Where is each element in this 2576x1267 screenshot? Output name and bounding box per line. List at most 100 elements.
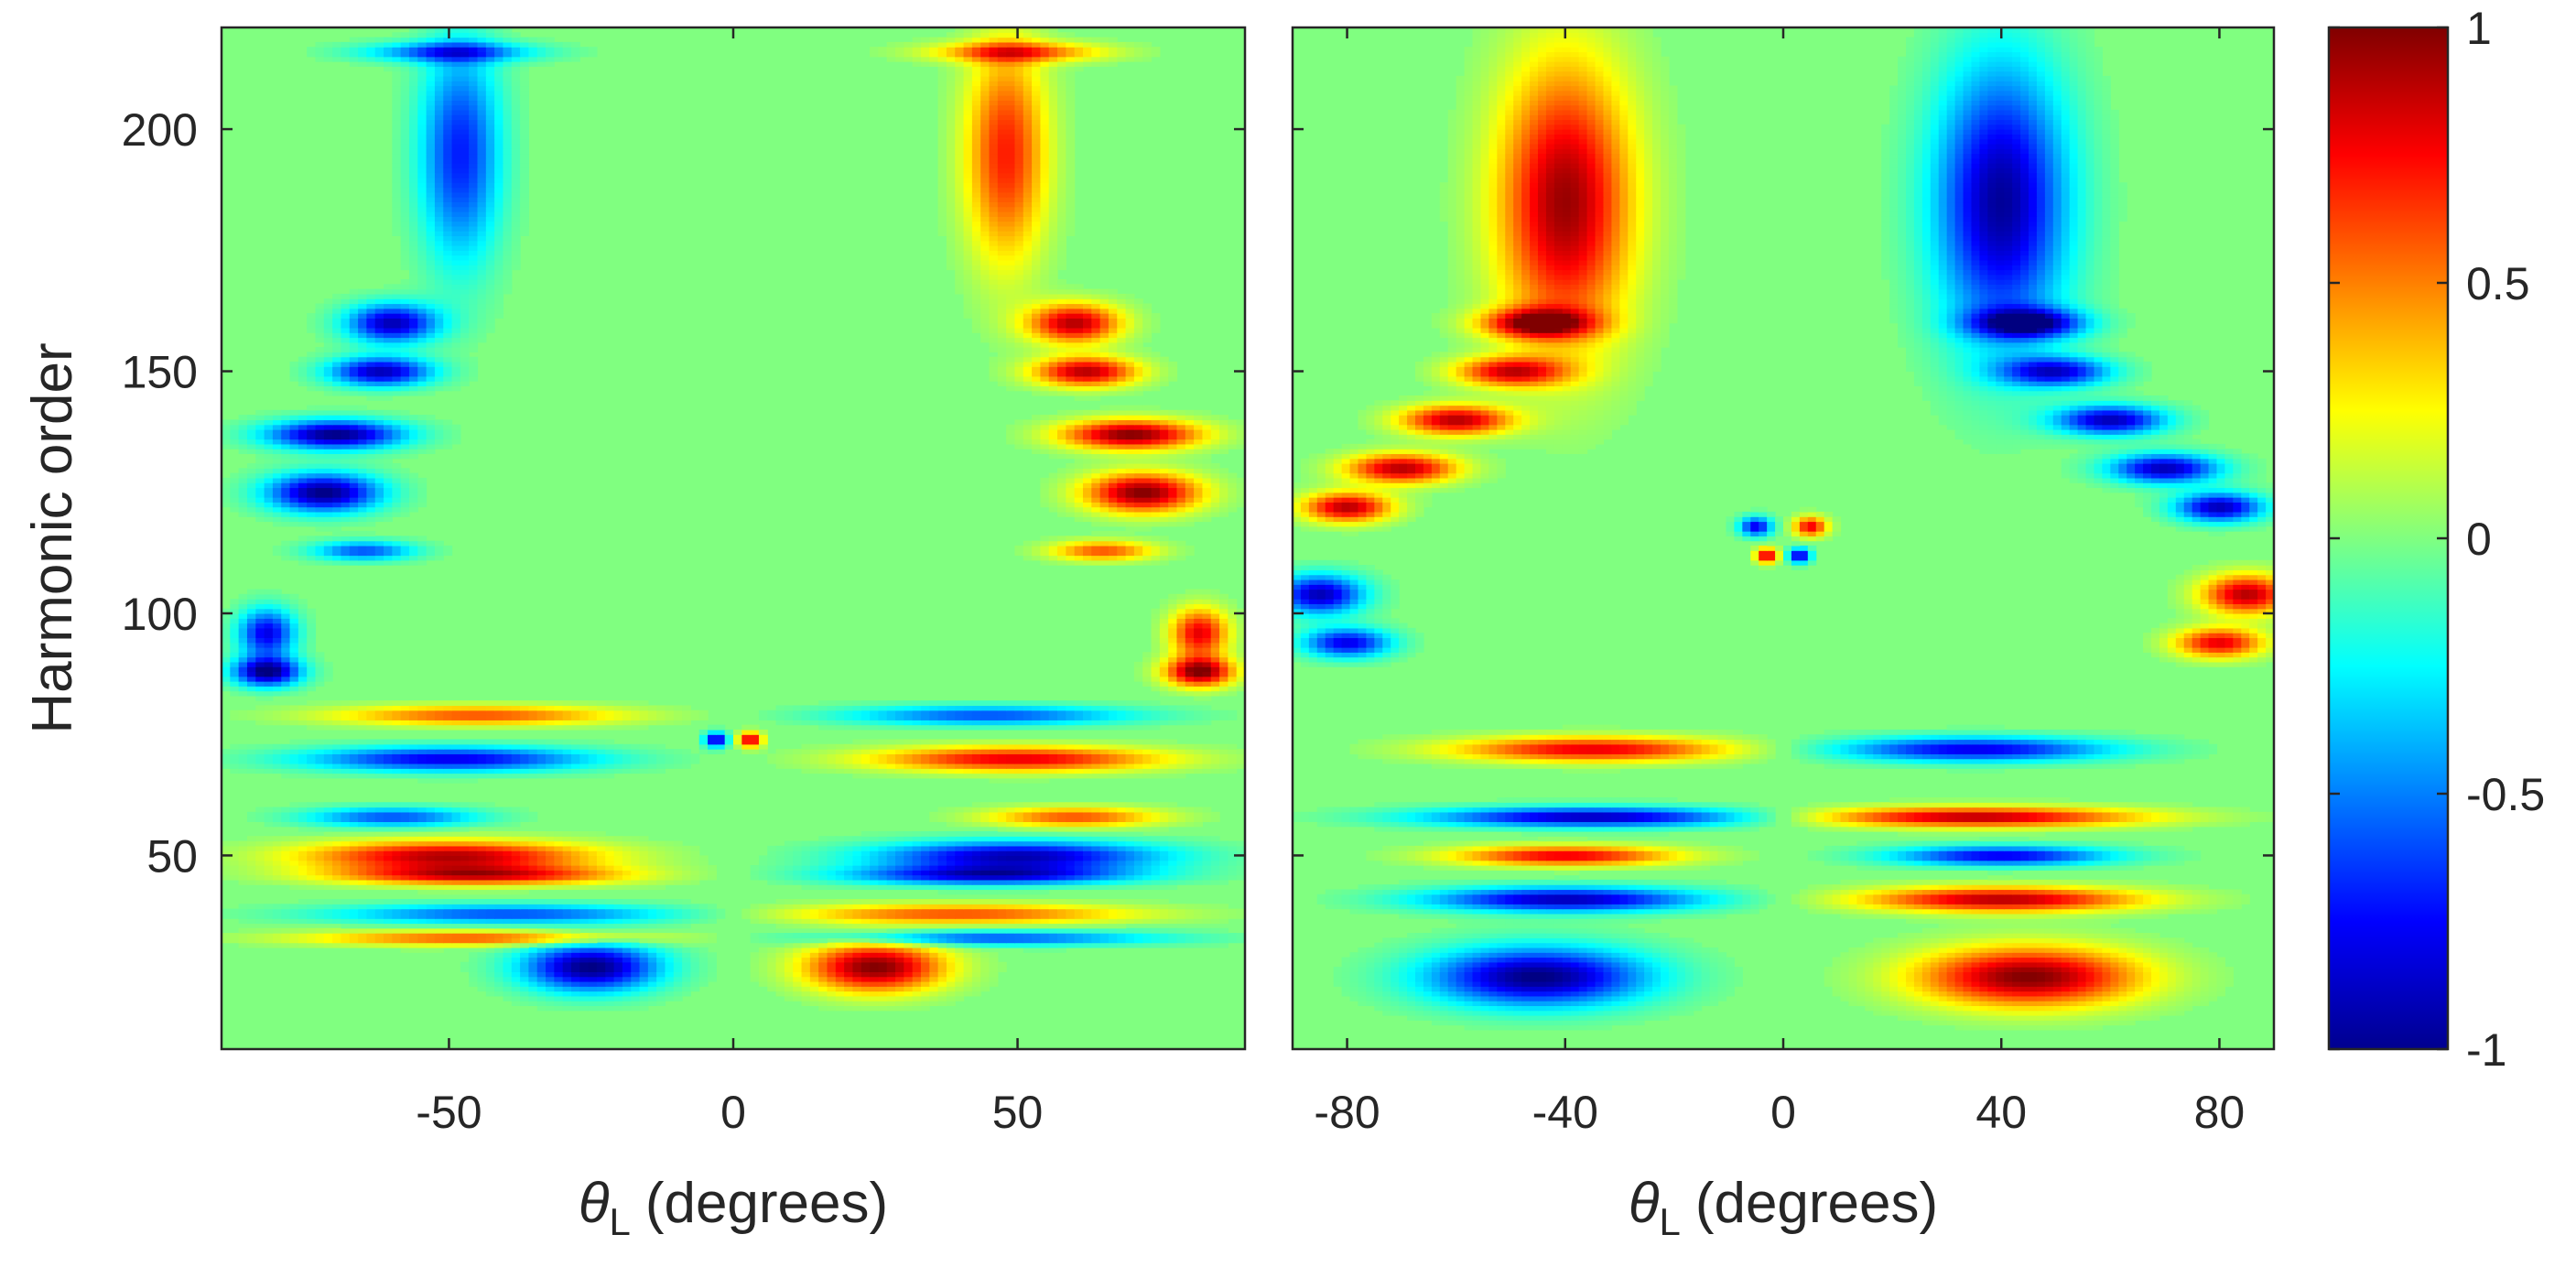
left-heatmap-cell bbox=[1168, 671, 1178, 677]
left-heatmap-cell bbox=[460, 811, 470, 818]
left-heatmap-cell bbox=[818, 957, 828, 963]
left-heatmap-cell bbox=[434, 947, 444, 953]
left-heatmap-cell bbox=[494, 836, 504, 842]
left-heatmap-cell bbox=[366, 758, 376, 764]
left-heatmap-cell bbox=[963, 739, 973, 745]
left-heatmap-cell bbox=[469, 884, 479, 891]
left-heatmap-cell bbox=[1023, 913, 1033, 919]
left-heatmap-cell bbox=[1082, 705, 1092, 711]
left-heatmap-cell bbox=[494, 811, 504, 818]
left-heatmap-cell bbox=[1048, 884, 1058, 891]
left-heatmap-cell bbox=[511, 957, 521, 963]
left-heatmap-cell bbox=[708, 729, 717, 735]
left-heatmap-cell bbox=[579, 918, 590, 925]
left-heatmap-cell bbox=[289, 743, 299, 750]
left-heatmap-cell bbox=[307, 913, 317, 919]
left-heatmap-cell bbox=[801, 705, 811, 711]
left-heatmap-cell bbox=[963, 840, 973, 847]
left-heatmap-cell bbox=[426, 899, 436, 904]
left-heatmap-cell bbox=[384, 840, 393, 847]
left-heatmap-cell bbox=[690, 908, 700, 915]
left-heatmap-cell bbox=[1014, 918, 1024, 925]
left-heatmap-cell bbox=[852, 773, 862, 779]
left-heatmap-cell bbox=[852, 899, 862, 904]
left-heatmap-cell bbox=[255, 904, 265, 910]
left-heatmap-cell bbox=[647, 850, 657, 857]
left-heatmap-cell bbox=[801, 865, 811, 871]
left-heatmap-cell bbox=[417, 884, 428, 891]
left-heatmap-cell bbox=[963, 821, 973, 828]
left-heatmap-cell bbox=[997, 870, 1007, 876]
left-heatmap-cell bbox=[647, 933, 657, 938]
left-heatmap-cell bbox=[1117, 899, 1127, 904]
left-heatmap-cell bbox=[264, 676, 274, 682]
left-heatmap-cell bbox=[511, 836, 521, 842]
left-heatmap-cell bbox=[511, 937, 521, 944]
left-heatmap-cell bbox=[937, 899, 947, 904]
left-heatmap-cell bbox=[613, 715, 623, 720]
left-heatmap-cell bbox=[980, 986, 990, 992]
left-heatmap-cell bbox=[1219, 666, 1228, 673]
left-heatmap-cell bbox=[682, 923, 692, 929]
left-heatmap-cell bbox=[767, 870, 777, 876]
left-heatmap-cell bbox=[639, 933, 649, 938]
left-heatmap-cell bbox=[860, 874, 871, 881]
left-heatmap-cell bbox=[835, 923, 845, 929]
left-heatmap-cell bbox=[1142, 743, 1153, 750]
left-heatmap-cell bbox=[639, 923, 649, 929]
left-heatmap-cell bbox=[238, 656, 248, 663]
left-heatmap-cell bbox=[1228, 656, 1238, 663]
left-heatmap-cell bbox=[554, 933, 564, 938]
left-heatmap-cell bbox=[1151, 865, 1161, 871]
left-heatmap-cell bbox=[605, 1005, 615, 1012]
left-heatmap-cell bbox=[460, 700, 470, 707]
left-heatmap-cell bbox=[315, 661, 325, 667]
left-heatmap-cell bbox=[366, 700, 376, 707]
left-heatmap-cell bbox=[1099, 836, 1109, 842]
left-heatmap-cell bbox=[1091, 879, 1101, 885]
left-heatmap-cell bbox=[503, 768, 513, 774]
left-heatmap-cell bbox=[503, 753, 513, 760]
left-heatmap-cell bbox=[1125, 850, 1135, 857]
left-heatmap-cell bbox=[264, 695, 274, 701]
left-heatmap-cell bbox=[1057, 802, 1066, 808]
left-heatmap-cell bbox=[1014, 937, 1024, 944]
left-heatmap-cell bbox=[528, 758, 538, 764]
left-heatmap-cell bbox=[605, 952, 615, 958]
left-heatmap-cell bbox=[937, 836, 947, 842]
left-heatmap-cell bbox=[844, 995, 854, 1002]
left-heatmap-cell bbox=[775, 923, 785, 929]
left-heatmap-cell bbox=[374, 758, 384, 764]
left-heatmap-cell bbox=[570, 937, 580, 944]
left-heatmap-cell bbox=[1074, 739, 1084, 745]
left-heatmap-cell bbox=[289, 802, 299, 808]
left-heatmap-cell bbox=[443, 937, 453, 944]
left-heatmap-cell bbox=[494, 840, 504, 847]
left-heatmap-cell bbox=[852, 991, 862, 997]
left-heatmap-cell bbox=[536, 709, 547, 716]
left-heatmap-cell bbox=[485, 967, 495, 972]
left-heatmap-cell bbox=[477, 884, 487, 891]
left-heatmap-cell bbox=[997, 899, 1007, 904]
left-heatmap-cell bbox=[1048, 860, 1058, 866]
left-heatmap-cell bbox=[426, 773, 436, 779]
left-heatmap-cell bbox=[698, 743, 709, 750]
left-heatmap-cell bbox=[1014, 802, 1024, 808]
left-heatmap-cell bbox=[332, 904, 342, 910]
left-heatmap-cell bbox=[477, 821, 487, 828]
left-heatmap-cell bbox=[767, 904, 777, 910]
left-heatmap-cell bbox=[238, 927, 248, 934]
left-heatmap-cell bbox=[852, 763, 862, 769]
left-heatmap-cell bbox=[451, 811, 461, 818]
left-heatmap-cell bbox=[758, 870, 768, 876]
left-heatmap-cell bbox=[281, 763, 291, 769]
left-heatmap-cell bbox=[1074, 850, 1084, 857]
left-heatmap-cell bbox=[809, 753, 819, 760]
left-heatmap-cell bbox=[801, 933, 811, 938]
left-heatmap-cell bbox=[503, 705, 513, 711]
left-heatmap-cell bbox=[895, 904, 904, 910]
left-heatmap-cell bbox=[1117, 908, 1127, 915]
left-heatmap-cell bbox=[1040, 889, 1050, 895]
left-heatmap-cell bbox=[238, 918, 248, 925]
left-heatmap-cell bbox=[605, 976, 615, 982]
